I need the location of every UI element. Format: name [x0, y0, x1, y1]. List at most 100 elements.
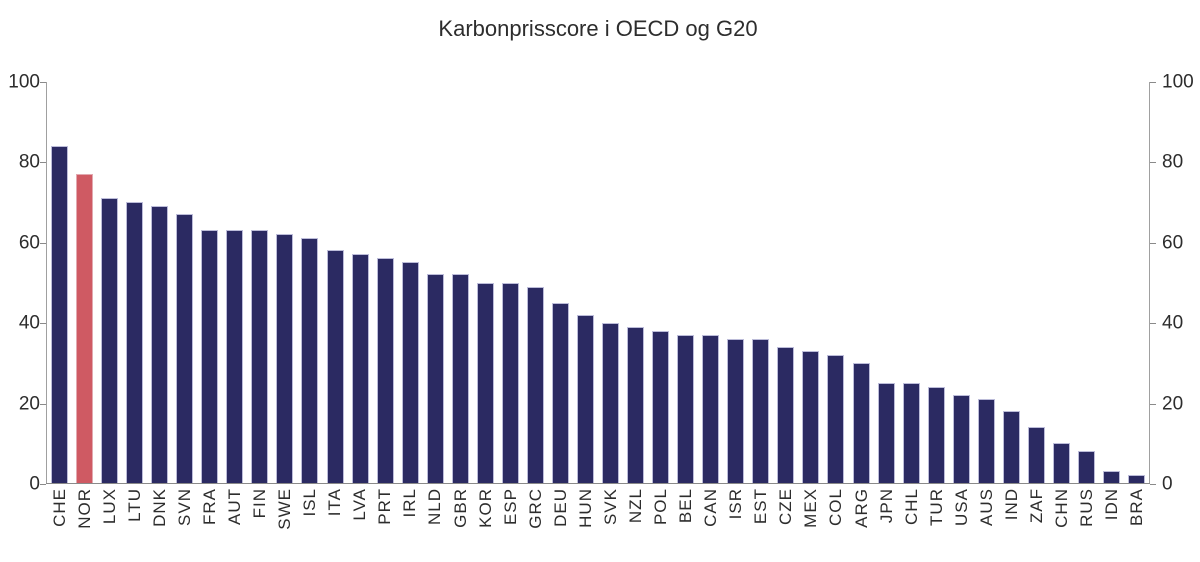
x-axis-label-POL: POL [651, 488, 671, 526]
x-axis-label-IND: IND [1001, 488, 1021, 521]
x-axis-label-BRA: BRA [1127, 488, 1147, 526]
bar-USA [952, 394, 970, 483]
bar-cell-CHE [47, 82, 72, 483]
bar-cell-ISR [723, 82, 748, 483]
bar-cell-AUT [222, 82, 247, 483]
x-label-cell-GBR: GBR [448, 488, 473, 558]
x-axis-label-SWE: SWE [275, 488, 295, 530]
y-tick-label-right-60: 60 [1162, 232, 1184, 254]
x-axis-labels: CHE NOR LUX LTU DNK SVN FRA AUT FIN SWE ISL ITA LVA P… [47, 488, 1150, 558]
x-axis-label-CHN: CHN [1052, 488, 1072, 528]
x-label-cell-KOR: KOR [473, 488, 498, 558]
y-tick-label-right-100: 100 [1162, 71, 1194, 93]
y-tick-right-60 [1150, 242, 1156, 244]
y-tick-left-0 [40, 484, 46, 485]
x-label-cell-CZE: CZE [774, 488, 799, 558]
x-axis-label-IRL: IRL [400, 488, 420, 518]
bar-ARG [852, 362, 870, 483]
bar-AUT [226, 230, 244, 483]
x-axis-label-CAN: CAN [701, 488, 721, 527]
x-label-cell-USA: USA [949, 488, 974, 558]
bar-IDN [1102, 470, 1120, 483]
x-label-cell-DNK: DNK [147, 488, 172, 558]
x-axis-label-GBR: GBR [450, 488, 470, 528]
x-axis-label-ISR: ISR [726, 488, 746, 520]
x-label-cell-ISR: ISR [724, 488, 749, 558]
bar-BRA [1128, 474, 1146, 483]
bar-ISR [727, 338, 745, 483]
bar-AUS [977, 398, 995, 483]
y-tick-left-60 [40, 242, 46, 244]
bar-FIN [251, 230, 269, 483]
bar-cell-LUX [97, 82, 122, 483]
bar-ESP [501, 282, 519, 483]
bar-CHE [51, 146, 69, 483]
x-label-cell-FIN: FIN [248, 488, 273, 558]
x-label-cell-BEL: BEL [674, 488, 699, 558]
y-axis-line-left [46, 82, 47, 484]
x-axis-label-NZL: NZL [625, 488, 645, 524]
x-axis-label-FRA: FRA [199, 488, 219, 525]
x-axis-label-ARG: ARG [851, 488, 871, 528]
x-label-cell-CHN: CHN [1050, 488, 1075, 558]
x-axis-label-CHL: CHL [901, 488, 921, 526]
x-label-cell-COL: COL [824, 488, 849, 558]
x-label-cell-IDN: IDN [1100, 488, 1125, 558]
bar-CZE [777, 346, 795, 483]
x-label-cell-CHL: CHL [899, 488, 924, 558]
x-axis-label-SVN: SVN [174, 488, 194, 526]
bar-cell-NOR [72, 82, 97, 483]
x-axis-label-MEX: MEX [801, 488, 821, 528]
plot-area [46, 82, 1150, 484]
x-axis-label-FIN: FIN [250, 488, 270, 519]
x-axis-label-NOR: NOR [74, 488, 94, 529]
bar-cell-USA [949, 82, 974, 483]
bar-cell-DEU [548, 82, 573, 483]
y-tick-left-40 [40, 323, 46, 325]
y-tick-label-left-40: 40 [18, 312, 40, 334]
x-label-cell-NZL: NZL [623, 488, 648, 558]
y-tick-right-40 [1150, 323, 1156, 325]
x-axis-label-RUS: RUS [1077, 488, 1097, 527]
y-tick-label-left-60: 60 [18, 232, 40, 254]
x-label-cell-SWE: SWE [273, 488, 298, 558]
bar-cell-EST [748, 82, 773, 483]
bar-cell-CHN [1049, 82, 1074, 483]
x-label-cell-LUX: LUX [97, 488, 122, 558]
x-axis-label-CZE: CZE [776, 488, 796, 525]
bar-cell-FIN [247, 82, 272, 483]
x-axis-label-DNK: DNK [149, 488, 169, 527]
x-label-cell-ITA: ITA [323, 488, 348, 558]
bar-cell-CHL [899, 82, 924, 483]
bar-cell-SWE [272, 82, 297, 483]
bar-RUS [1077, 450, 1095, 483]
bar-cell-LTU [122, 82, 147, 483]
bar-LTU [126, 202, 144, 483]
bar-cell-BEL [673, 82, 698, 483]
bar-cell-GBR [448, 82, 473, 483]
bar-cell-ISL [297, 82, 322, 483]
bar-cell-IND [999, 82, 1024, 483]
bar-KOR [476, 282, 494, 483]
bar-DNK [151, 206, 169, 483]
x-axis-label-NLD: NLD [425, 488, 445, 526]
bar-cell-IRL [398, 82, 423, 483]
y-tick-left-100 [40, 82, 46, 83]
bar-SVK [602, 322, 620, 483]
x-axis-label-USA: USA [951, 488, 971, 526]
x-axis-label-PRT: PRT [375, 488, 395, 525]
x-label-cell-CHE: CHE [47, 488, 72, 558]
x-label-cell-PRT: PRT [373, 488, 398, 558]
x-axis-label-SVK: SVK [600, 488, 620, 526]
x-label-cell-EST: EST [749, 488, 774, 558]
y-tick-left-20 [40, 403, 46, 405]
bar-CAN [702, 334, 720, 483]
x-label-cell-NOR: NOR [72, 488, 97, 558]
x-label-cell-GRC: GRC [523, 488, 548, 558]
x-axis-line [46, 483, 1150, 484]
bar-FRA [201, 230, 219, 483]
x-axis-label-ISL: ISL [300, 488, 320, 517]
x-label-cell-SVN: SVN [172, 488, 197, 558]
x-label-cell-LVA: LVA [348, 488, 373, 558]
x-label-cell-ZAF: ZAF [1024, 488, 1049, 558]
